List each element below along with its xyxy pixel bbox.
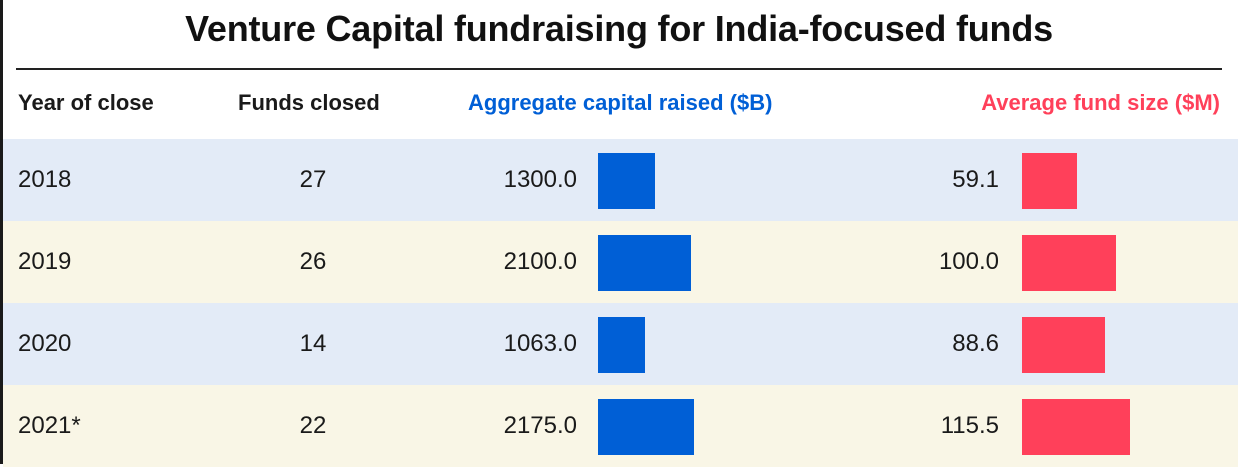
aggregate-value-label: 1300.0 [503,166,577,193]
year-cell: 2019 [18,248,72,275]
table-row: 2019 26 2100.0 100.0 [3,221,1238,303]
average-bar [1022,153,1077,209]
table-row: 2021* 22 2175.0 115.5 [3,385,1238,467]
year-cell: 2018 [18,166,72,193]
header-aggregate-capital: Aggregate capital raised ($B) [468,90,773,115]
average-value-label: 115.5 [940,412,999,439]
average-value-label: 100.0 [938,248,999,275]
funds-closed-cell: 27 [299,166,327,193]
aggregate-bar [598,235,691,291]
average-value-label: 59.1 [952,166,999,193]
left-border [0,0,3,464]
title-divider [16,68,1222,70]
funds-closed-cell: 22 [299,412,327,439]
average-bar [1022,317,1105,373]
average-bar [1022,399,1130,455]
aggregate-value-label: 2175.0 [503,412,577,439]
year-cell: 2020 [18,330,72,357]
header-average-fund-size: Average fund size ($M) [981,90,1220,115]
table-row: 2020 14 1063.0 88.6 [3,303,1238,385]
average-bar [1022,235,1116,291]
funds-closed-cell: 26 [299,248,327,275]
aggregate-value-label: 1063.0 [503,330,577,357]
table-body: 2018 27 1300.0 59.1 2019 26 2100.0 100.0… [3,139,1238,467]
chart-title: Venture Capital fundraising for India-fo… [185,8,1053,49]
aggregate-bar [598,317,645,373]
header-year-of-close: Year of close [18,90,154,115]
aggregate-bar [598,399,694,455]
year-cell: 2021* [18,412,81,439]
average-value-label: 88.6 [952,330,999,357]
header-funds-closed: Funds closed [238,90,380,115]
aggregate-value-label: 2100.0 [503,248,577,275]
aggregate-bar [598,153,655,209]
funds-closed-cell: 14 [299,330,327,357]
table-row: 2018 27 1300.0 59.1 [3,139,1238,221]
